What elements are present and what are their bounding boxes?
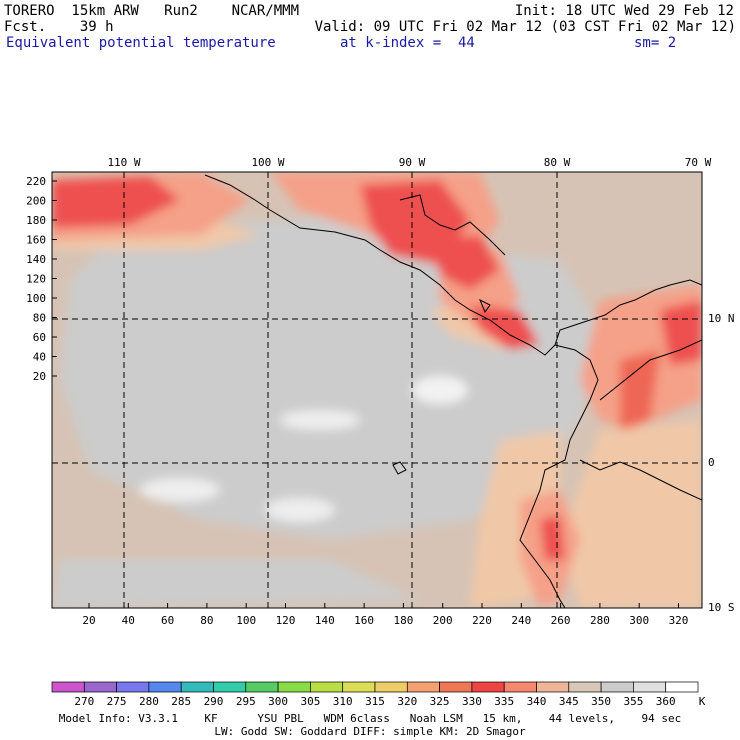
colorbar-swatch: [277, 681, 311, 693]
y-tick-label: 220: [26, 175, 46, 188]
x-axis-ticks: 20 40 60 80 100 120 140 160 180 200 220 240 260 280 30…: [82, 603, 688, 627]
lon-label-90w: 90 W: [399, 156, 426, 169]
x-tick-label: 200: [433, 614, 453, 627]
colorbar-level-label: 360: [655, 695, 676, 708]
colorbar-swatch: [665, 681, 699, 693]
colorbar-swatch: [83, 681, 117, 693]
colorbar-level-label: 290: [203, 695, 224, 708]
plot-frame: [51, 171, 703, 609]
colorbar-level-label: 285: [171, 695, 192, 708]
y-tick-label: 180: [26, 214, 46, 227]
x-tick-label: 260: [551, 614, 571, 627]
colorbar: [51, 681, 699, 693]
level-index: at k-index = 44: [340, 35, 475, 51]
colorbar-level-label: 275: [106, 695, 127, 708]
colorbar-swatch: [471, 681, 505, 693]
colorbar-level-label: 305: [300, 695, 321, 708]
smoothing: sm= 2: [634, 35, 677, 51]
colorbar-level-label: 355: [623, 695, 644, 708]
x-tick-label: 60: [161, 614, 174, 627]
colorbar-level-label: 345: [558, 695, 579, 708]
colorbar-swatch: [568, 681, 602, 693]
field-shading: [52, 172, 702, 608]
x-tick-label: 40: [122, 614, 135, 627]
x-tick-label: 20: [82, 614, 95, 627]
y-tick-label: 200: [26, 195, 46, 208]
colorbar-swatch: [374, 681, 408, 693]
x-tick-label: 300: [629, 614, 649, 627]
model-run-title: TORERO 15km ARW Run2 NCAR/MMM: [4, 3, 300, 19]
x-tick-label: 80: [200, 614, 213, 627]
lon-label-70w: 70 W: [685, 156, 712, 169]
colorbar-level-label: 335: [494, 695, 515, 708]
colorbar-level-label: 280: [138, 695, 159, 708]
x-tick-label: 240: [511, 614, 531, 627]
colorbar-level-label: 325: [429, 695, 450, 708]
plot-area: [52, 172, 702, 608]
longitude-labels: 110 W 100 W 90 W 80 W 70 W: [107, 156, 711, 169]
init-time: Init: 18 UTC Wed 29 Feb 12: [514, 3, 734, 19]
y-tick-label: 160: [26, 234, 46, 247]
colorbar-swatch: [406, 681, 440, 693]
y-tick-label: 20: [33, 370, 46, 383]
y-tick-label: 100: [26, 292, 46, 305]
colorbar-level-label: 310: [332, 695, 353, 708]
x-tick-label: 220: [472, 614, 492, 627]
colorbar-swatch: [245, 681, 279, 693]
physics-info: LW: Godd SW: Goddard DIFF: simple KM: 2D…: [214, 725, 526, 738]
lon-label-100w: 100 W: [251, 156, 284, 169]
y-axis-ticks: 220 200 180 160 140 120 100 80 60 40 20: [26, 175, 57, 383]
coastlines: [204, 174, 702, 608]
x-tick-label: 100: [236, 614, 256, 627]
lon-label-110w: 110 W: [107, 156, 140, 169]
x-tick-label: 280: [590, 614, 610, 627]
valid-time: Valid: 09 UTC Fri 02 Mar 12 (03 CST Fri …: [314, 19, 736, 35]
colorbar-swatch: [213, 681, 247, 693]
model-info: Model Info: V3.3.1 KF YSU PBL WDM 6class…: [58, 712, 682, 725]
lat-label-10s: 10 S: [708, 601, 735, 614]
colorbar-swatch: [310, 681, 344, 693]
colorbar-level-label: 270: [74, 695, 95, 708]
lon-label-80w: 80 W: [544, 156, 571, 169]
colorbar-level-label: 300: [268, 695, 289, 708]
colorbar-swatch: [342, 681, 376, 693]
colorbar-level-label: 320: [397, 695, 418, 708]
colorbar-swatch: [51, 681, 85, 693]
colorbar-level-label: 295: [235, 695, 256, 708]
colorbar-unit: K: [698, 695, 706, 708]
colorbar-swatch: [633, 681, 667, 693]
x-tick-label: 180: [393, 614, 413, 627]
y-tick-label: 60: [33, 331, 46, 344]
field-name: Equivalent potential temperature: [6, 35, 276, 51]
colorbar-swatch: [116, 681, 150, 693]
colorbar-swatch: [180, 681, 214, 693]
colorbar-swatch: [503, 681, 537, 693]
colorbar-level-label: 340: [526, 695, 547, 708]
x-tick-label: 320: [669, 614, 689, 627]
lat-label-0: 0: [708, 456, 715, 469]
lat-label-10n: 10 N: [708, 312, 735, 325]
y-tick-label: 40: [33, 351, 46, 364]
y-tick-label: 140: [26, 253, 46, 266]
x-tick-label: 120: [276, 614, 296, 627]
colorbar-level-label: 330: [461, 695, 482, 708]
colorbar-swatch: [439, 681, 473, 693]
colorbar-level-label: 315: [365, 695, 385, 708]
colorbar-swatch: [600, 681, 634, 693]
latitude-labels: 10 N 0 10 S: [708, 312, 735, 614]
colorbar-swatch: [536, 681, 570, 693]
colorbar-level-label: 350: [591, 695, 612, 708]
y-tick-label: 120: [26, 273, 46, 286]
colorbar-swatch: [148, 681, 182, 693]
x-tick-label: 160: [354, 614, 374, 627]
graticule: [52, 172, 702, 608]
forecast-hour: Fcst. 39 h: [4, 19, 114, 35]
x-tick-label: 140: [315, 614, 335, 627]
y-tick-label: 80: [33, 312, 46, 325]
